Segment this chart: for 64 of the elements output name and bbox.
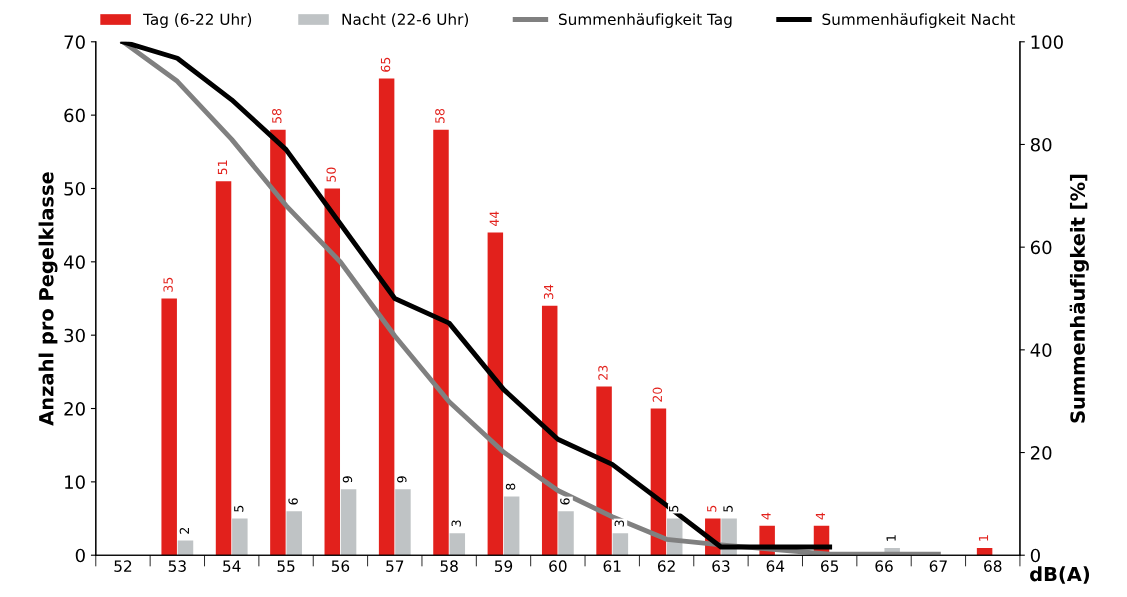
x-tick-label: 66 — [875, 560, 893, 572]
y2-tick-label: 80 — [1030, 137, 1052, 152]
x-tick-label: 64 — [766, 560, 785, 572]
data-label: 8 — [505, 483, 516, 490]
x-tick-label: 58 — [440, 560, 458, 572]
data-label: 5 — [723, 505, 733, 512]
x-tick-label: 54 — [223, 560, 241, 572]
x-tick-label: 60 — [549, 560, 567, 572]
x-tick-label: 55 — [277, 560, 295, 572]
x-tick-label: 53 — [168, 560, 186, 572]
y-tick-label: 30 — [64, 328, 85, 343]
y-tick-label: 10 — [65, 475, 85, 489]
data-label: 58 — [435, 108, 445, 123]
y2-tick-label: 60 — [1030, 240, 1052, 255]
data-label: 1 — [978, 535, 989, 541]
data-label: 5 — [669, 505, 679, 512]
x-axis-title: dB(A) — [1030, 566, 1090, 584]
y2-tick-label: 100 — [1031, 35, 1063, 49]
data-label: 5 — [234, 505, 244, 512]
data-label: 44 — [489, 211, 499, 227]
y-tick-label: 70 — [64, 35, 85, 49]
x-tick-label: 59 — [494, 560, 513, 572]
data-label: 34 — [543, 284, 554, 300]
x-tick-label: 52 — [114, 560, 132, 572]
data-label: 2 — [179, 527, 189, 534]
data-label: 65 — [380, 57, 391, 72]
y-axis-title: Anzahl pro Pegelklasse — [38, 172, 58, 426]
legend-label: Summenhäufigkeit Tag — [558, 13, 732, 29]
y-tick-label: 40 — [63, 255, 85, 269]
y2-tick-label: 0 — [1030, 548, 1040, 563]
y-tick-label: 0 — [75, 548, 85, 563]
data-label: 3 — [451, 520, 461, 527]
x-tick-label: 62 — [657, 560, 675, 572]
legend-label: Nacht (22-6 Uhr) — [342, 13, 469, 27]
y2-tick-label: 20 — [1030, 445, 1052, 460]
legend-label: Tag (6-22 Uhr) — [143, 13, 252, 29]
data-label: 4 — [761, 512, 771, 520]
x-tick-label: 56 — [331, 560, 350, 572]
x-tick-label: 67 — [929, 560, 947, 572]
y2-tick-label: 40 — [1030, 343, 1052, 357]
data-label: 6 — [288, 498, 298, 505]
data-label: 6 — [560, 498, 570, 505]
x-tick-label: 57 — [386, 560, 404, 572]
data-label: 5 — [707, 505, 717, 512]
x-tick-label: 61 — [603, 560, 621, 572]
x-tick-label: 68 — [984, 560, 1002, 572]
data-label: 35 — [163, 277, 173, 292]
y-tick-label: 60 — [64, 108, 85, 123]
y2-axis-title: Summenhäufigkeit [%] — [1069, 174, 1089, 423]
data-label: 20 — [652, 387, 663, 402]
data-label: 9 — [397, 476, 407, 483]
data-label: 58 — [272, 108, 282, 123]
y-tick-label: 50 — [64, 181, 85, 196]
x-tick-label: 63 — [712, 560, 730, 572]
data-label: 4 — [815, 512, 825, 520]
data-label: 9 — [342, 476, 353, 483]
legend-label: Summenhäufigkeit Nacht — [822, 13, 1016, 29]
x-tick-label: 65 — [821, 560, 839, 572]
data-label: 1 — [886, 535, 896, 541]
y-tick-label: 20 — [64, 401, 85, 416]
data-label: 51 — [217, 160, 228, 175]
data-label: 23 — [598, 365, 608, 380]
data-label: 3 — [614, 520, 625, 527]
data-label: 50 — [326, 167, 336, 182]
